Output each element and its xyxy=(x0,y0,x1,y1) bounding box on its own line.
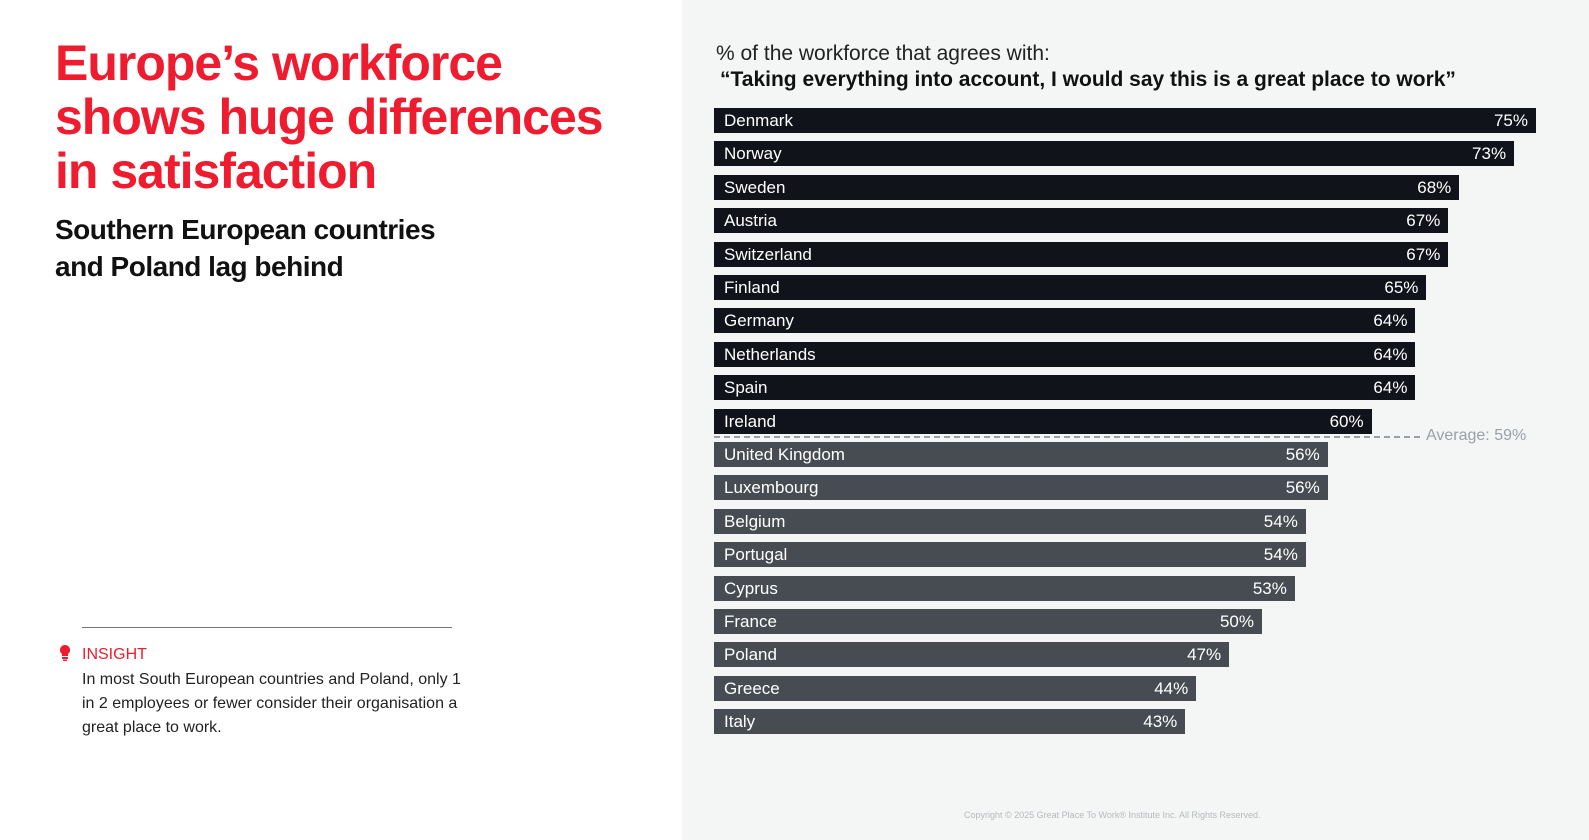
bar-label: Italy xyxy=(724,712,756,732)
bar-label: Finland xyxy=(724,278,780,297)
bar-value-label: 53% xyxy=(1252,578,1287,598)
bar-netherlands: Netherlands 64% xyxy=(714,341,1416,367)
bar-value-label: 67% xyxy=(1406,211,1441,231)
bar-value-label: 67% xyxy=(1406,244,1441,264)
bar-label: Spain xyxy=(724,378,768,398)
chart-title-line1: % of the workforce that agrees with: xyxy=(716,42,1050,65)
bar-value-label: 65% xyxy=(1384,278,1419,297)
page-title: Europe’s workforce shows huge difference… xyxy=(55,35,604,199)
bar-luxembourg: Luxembourg 56% xyxy=(714,475,1328,501)
bar-value-label: 64% xyxy=(1373,378,1408,398)
left-panel: Europe’s workforce shows huge difference… xyxy=(0,0,682,840)
bar-switzerland: Switzerland 67% xyxy=(714,241,1449,267)
bar-label: Poland xyxy=(724,645,777,665)
bar-value-label: 47% xyxy=(1187,645,1222,665)
bar-greece: Greece 44% xyxy=(714,675,1197,701)
bar-italy: Italy 43% xyxy=(714,709,1186,735)
bar-value-label: 44% xyxy=(1154,678,1189,698)
bar-denmark: Denmark 75% xyxy=(714,108,1536,133)
average-line xyxy=(714,436,1420,438)
bar-finland: Finland 65% xyxy=(714,275,1427,300)
bar-france: France 50% xyxy=(714,609,1262,634)
bar-ireland: Ireland 60% xyxy=(714,408,1372,434)
bar-portugal: Portugal 54% xyxy=(714,542,1306,568)
bar-label: Luxembourg xyxy=(724,478,819,498)
bar-germany: Germany 64% xyxy=(714,308,1416,334)
bar-value-label: 54% xyxy=(1263,511,1298,531)
bar-label: Belgium xyxy=(724,511,786,531)
bar-sweden: Sweden 68% xyxy=(714,174,1460,200)
bar-poland: Poland 47% xyxy=(714,642,1230,668)
page-subtitle: Southern European countries and Poland l… xyxy=(55,214,436,282)
bar-label: France xyxy=(724,612,777,631)
bar-value-label: 60% xyxy=(1329,411,1364,431)
bar-value-label: 56% xyxy=(1285,445,1320,464)
bar-united-kingdom: United Kingdom 56% xyxy=(714,442,1328,467)
bar-value-label: 64% xyxy=(1373,311,1408,331)
chart-title-line2: “Taking everything into account, I would… xyxy=(720,68,1456,91)
bar-label: United Kingdom xyxy=(724,445,845,464)
bar-value-label: 54% xyxy=(1263,545,1298,565)
copyright: Copyright © 2025 Great Place To Work® In… xyxy=(964,810,1261,820)
bar-label: Netherlands xyxy=(724,344,816,364)
average-label: Average: 59% xyxy=(1426,427,1527,444)
bar-label: Cyprus xyxy=(724,578,778,598)
bar-value-label: 73% xyxy=(1472,144,1507,164)
bar-label: Greece xyxy=(724,678,780,698)
bar-label: Sweden xyxy=(724,177,786,197)
bar-cyprus: Cyprus 53% xyxy=(714,575,1295,601)
insight-text: In most South European countries and Pol… xyxy=(82,671,461,736)
lightbulb-icon xyxy=(60,645,70,661)
bar-value-label: 68% xyxy=(1417,177,1452,197)
bar-label: Ireland xyxy=(724,411,776,431)
bar-spain: Spain 64% xyxy=(714,375,1416,401)
divider xyxy=(82,627,452,628)
bar-value-label: 75% xyxy=(1493,111,1528,130)
bar-norway: Norway 73% xyxy=(714,141,1515,167)
bar-belgium: Belgium 54% xyxy=(714,508,1306,534)
bar-value-label: 50% xyxy=(1219,612,1254,631)
bar-label: Denmark xyxy=(724,111,793,130)
bar-label: Germany xyxy=(724,311,794,331)
bar-austria: Austria 67% xyxy=(714,208,1449,234)
bar-label: Switzerland xyxy=(724,244,812,264)
bar-value-label: 64% xyxy=(1373,344,1408,364)
bar-label: Norway xyxy=(724,144,782,164)
bar-value-label: 56% xyxy=(1285,478,1320,498)
bar-value-label: 43% xyxy=(1143,712,1178,732)
bar-label: Austria xyxy=(724,211,777,231)
bar-label: Portugal xyxy=(724,545,788,565)
insight-label: INSIGHT xyxy=(82,646,147,663)
